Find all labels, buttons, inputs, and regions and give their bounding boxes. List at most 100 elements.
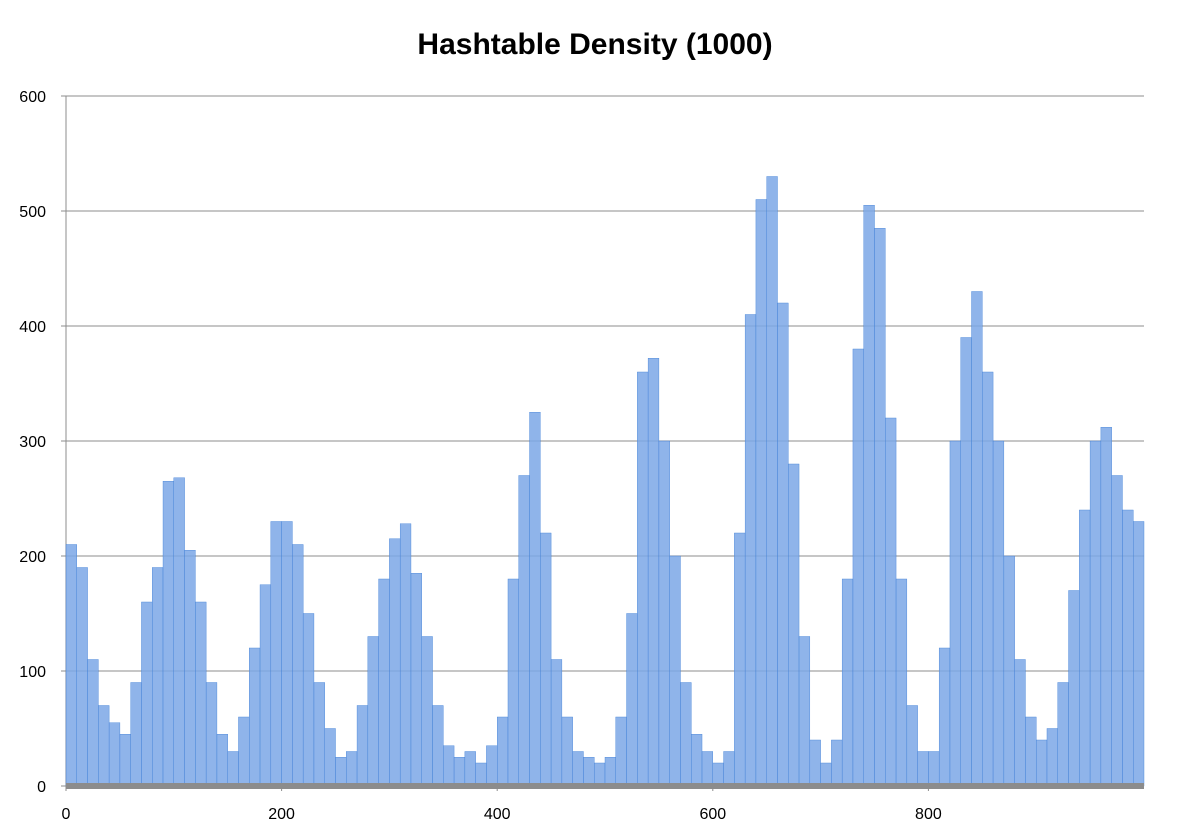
bar <box>1046 728 1058 787</box>
bar <box>324 728 336 787</box>
bar <box>917 751 929 787</box>
y-tick-label: 100 <box>19 664 46 681</box>
bar <box>216 734 228 787</box>
bar <box>561 716 573 787</box>
bar <box>906 705 918 787</box>
chart-title: Hashtable Density (1000) <box>417 28 773 61</box>
bar <box>723 751 735 787</box>
bar <box>841 578 854 787</box>
bar <box>184 550 196 787</box>
bar <box>1003 555 1015 787</box>
bar <box>87 659 99 787</box>
bar <box>680 682 692 787</box>
bar <box>626 613 638 787</box>
bar <box>594 762 606 787</box>
bar <box>960 337 972 787</box>
y-tick-label: 600 <box>19 89 46 106</box>
bar <box>238 716 250 787</box>
bar <box>895 578 908 787</box>
bar <box>755 199 767 787</box>
bar <box>65 544 77 787</box>
bar <box>982 371 994 787</box>
bar <box>292 544 304 787</box>
bar <box>658 440 670 787</box>
x-axis-line <box>66 783 1144 789</box>
bar <box>399 523 412 787</box>
bar <box>486 745 498 787</box>
bar <box>249 647 261 787</box>
bar <box>152 567 164 787</box>
x-tick-label: 200 <box>268 806 295 823</box>
bar <box>335 757 347 787</box>
bar <box>356 705 369 787</box>
bar <box>1057 682 1069 787</box>
bar <box>173 477 185 787</box>
bar <box>647 358 660 787</box>
bar <box>281 521 293 787</box>
bar <box>928 751 940 787</box>
bar <box>162 481 175 787</box>
bar <box>497 716 509 787</box>
bar <box>1035 739 1048 787</box>
bar <box>852 348 864 787</box>
bar <box>410 573 422 787</box>
bar <box>453 757 466 787</box>
bar <box>583 757 595 787</box>
bar <box>637 371 649 787</box>
bar <box>141 601 153 787</box>
bar <box>1100 427 1112 787</box>
y-tick-label: 300 <box>19 434 46 451</box>
bar <box>1068 590 1080 787</box>
bar <box>615 716 627 787</box>
bar <box>529 412 541 787</box>
y-tick-label: 200 <box>19 549 46 566</box>
x-tick-label: 400 <box>484 806 511 823</box>
bar <box>464 751 476 787</box>
bar <box>766 176 778 787</box>
bar <box>518 475 530 787</box>
bar <box>443 745 455 787</box>
bar <box>205 682 218 787</box>
bar <box>669 555 681 787</box>
bar <box>108 722 121 787</box>
bar <box>227 751 239 787</box>
bar <box>798 636 811 787</box>
bar <box>788 463 800 787</box>
bar <box>949 440 961 787</box>
bar <box>540 532 552 787</box>
bar <box>820 762 832 787</box>
bar <box>475 762 487 787</box>
bar <box>701 751 714 787</box>
bar <box>744 314 757 787</box>
bar <box>874 228 886 787</box>
bar <box>507 578 519 787</box>
y-tick-label: 400 <box>19 319 46 336</box>
bar <box>572 751 584 787</box>
bar <box>863 205 875 787</box>
bar <box>734 532 746 787</box>
bar <box>389 538 401 787</box>
bar <box>1079 509 1091 787</box>
bar <box>313 682 325 787</box>
bar <box>1014 659 1026 787</box>
y-tick-label: 0 <box>37 779 46 796</box>
bar <box>302 613 315 787</box>
bar <box>270 521 282 787</box>
bar <box>604 757 616 787</box>
bar <box>992 440 1005 787</box>
bar <box>1025 716 1037 787</box>
bar <box>346 751 358 787</box>
bar <box>809 739 821 787</box>
bar <box>550 659 563 787</box>
bar <box>1111 475 1123 787</box>
bar <box>831 739 843 787</box>
bar <box>259 584 272 787</box>
bar <box>76 567 88 787</box>
bar <box>885 417 897 787</box>
bar <box>130 682 142 787</box>
x-tick-label: 0 <box>62 806 71 823</box>
bar <box>378 578 390 787</box>
bar <box>1089 440 1102 787</box>
